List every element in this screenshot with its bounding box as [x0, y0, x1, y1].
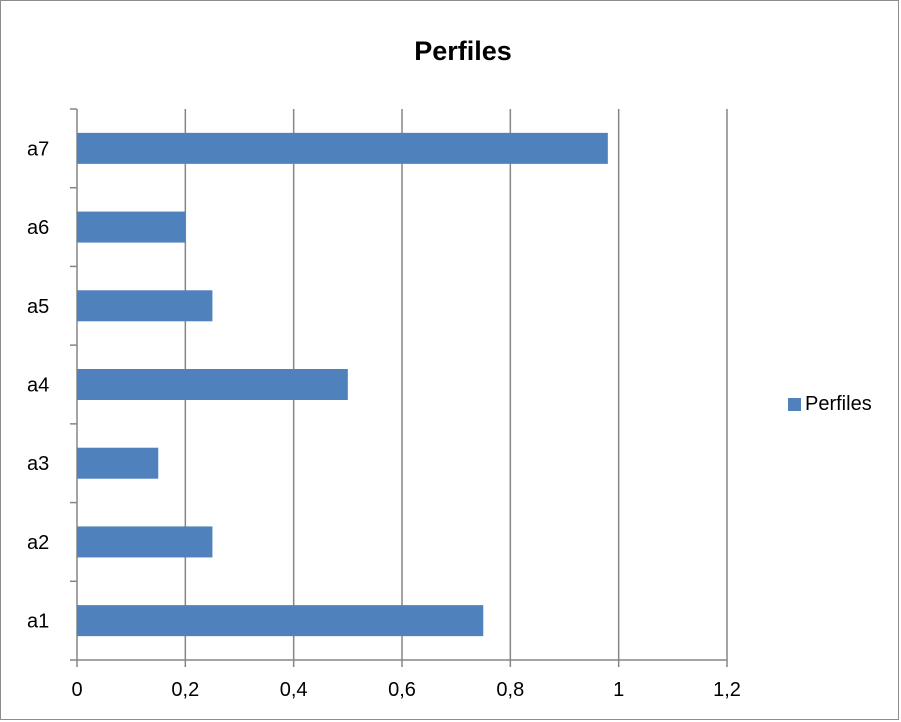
y-category-label: a5 [27, 296, 49, 318]
bar-a2 [77, 526, 213, 558]
legend: Perfiles [788, 393, 872, 416]
y-category-label: a6 [27, 217, 49, 239]
tick-labels: 0 0,2 0,4 0,6 0,8 1 1,2 a1 a2 a3 a4 a5 a6 a7 [27, 138, 741, 701]
y-category-label: a2 [27, 532, 49, 554]
x-tick-label: 0,6 [388, 679, 416, 701]
x-tick-label: 0,4 [280, 679, 308, 701]
bars [77, 132, 608, 637]
legend-swatch [788, 398, 801, 411]
x-tick-label: 1,2 [713, 679, 741, 701]
y-category-label: a1 [27, 611, 49, 633]
bar-a7 [77, 132, 608, 164]
legend-label: Perfiles [805, 393, 872, 415]
chart-title: Perfiles [414, 36, 512, 66]
y-category-label: a7 [27, 138, 49, 160]
bar-a1 [77, 605, 484, 637]
bar-a3 [77, 447, 159, 479]
bar-a6 [77, 211, 186, 243]
x-tick-label: 0 [71, 679, 82, 701]
x-tick-label: 1 [613, 679, 624, 701]
x-tick-label: 0,8 [496, 679, 524, 701]
bar-a4 [77, 369, 348, 400]
y-category-label: a3 [27, 453, 49, 475]
y-category-label: a4 [27, 375, 49, 397]
x-tick-label: 0,2 [171, 679, 199, 701]
bar-a5 [77, 290, 213, 322]
